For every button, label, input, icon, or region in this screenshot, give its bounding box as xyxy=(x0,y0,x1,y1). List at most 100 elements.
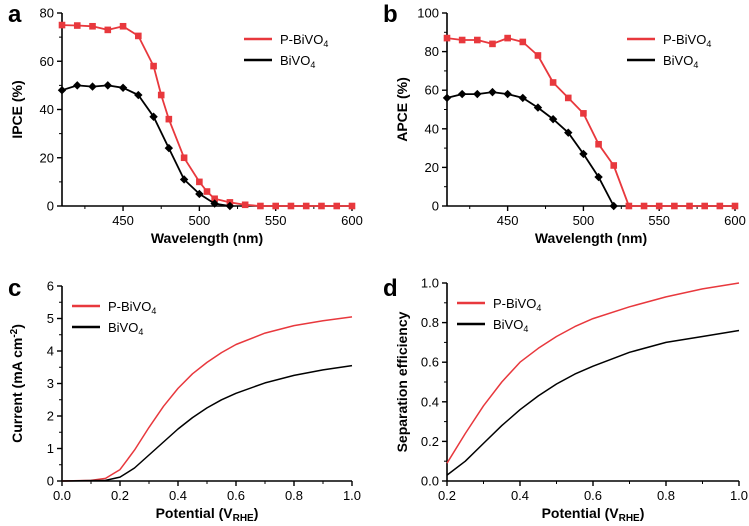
data-point xyxy=(333,202,341,210)
data-point xyxy=(671,202,678,210)
x-tick-label: 0.2 xyxy=(111,488,129,503)
data-point xyxy=(609,201,618,211)
data-point xyxy=(579,149,588,159)
y-tick-label: 4 xyxy=(47,344,54,359)
x-label-main: Wavelength (nm) xyxy=(151,230,263,246)
data-point xyxy=(150,62,157,70)
x-label-main: Potential (V xyxy=(542,505,620,521)
legend-entry: BiVO4 xyxy=(244,53,315,70)
data-point xyxy=(210,199,219,208)
data-point xyxy=(225,201,235,211)
x-tick-label: 0.8 xyxy=(285,488,303,503)
x-tick-label: 550 xyxy=(648,213,670,228)
data-point xyxy=(157,91,165,99)
y-tick-label: 80 xyxy=(425,44,439,59)
legend-sub: 4 xyxy=(706,39,711,49)
y-axis-label: APCE (%) xyxy=(394,77,410,142)
data-point xyxy=(211,195,218,203)
y-label-main: Separation efficiency xyxy=(394,311,410,452)
x-label-sub: RHE xyxy=(619,513,640,524)
y-tick-label: 60 xyxy=(40,54,54,69)
x-axis-label: Wavelength (nm) xyxy=(151,230,263,246)
legend-entry: BiVO4 xyxy=(627,53,698,70)
series-line-p-bivo4 xyxy=(61,316,353,482)
data-point xyxy=(610,162,618,169)
x-axis-label: Potential (VRHE) xyxy=(542,505,645,524)
legend-text: BiVO xyxy=(663,53,693,68)
legend-entry: BiVO4 xyxy=(457,317,528,334)
data-point xyxy=(118,83,128,92)
data-point xyxy=(58,21,66,29)
y-axis-label: Current (mA cm-2) xyxy=(9,324,25,443)
y-tick-label: 100 xyxy=(417,6,439,21)
data-point xyxy=(302,202,310,210)
x-axis-label: Wavelength (nm) xyxy=(535,230,647,246)
x-tick-label: 1.0 xyxy=(343,488,361,503)
legend-label: BiVO4 xyxy=(108,320,143,337)
series-line-bivo4 xyxy=(61,364,353,482)
data-point xyxy=(119,22,127,30)
legend-entry: P-BiVO4 xyxy=(627,32,711,49)
panel-letter: b xyxy=(383,1,398,28)
data-point xyxy=(348,202,356,210)
y-label-main: Current (mA cm xyxy=(9,338,25,443)
panel-letter: d xyxy=(383,275,398,302)
data-point xyxy=(104,26,112,34)
data-point xyxy=(73,22,81,29)
x-tick-label: 450 xyxy=(497,213,519,228)
data-point xyxy=(518,93,527,103)
data-point xyxy=(519,38,527,46)
panel-letter: a xyxy=(8,1,22,28)
x-label-main: Wavelength (nm) xyxy=(535,230,647,246)
data-point xyxy=(458,36,466,44)
legend-entry: P-BiVO4 xyxy=(244,32,328,49)
data-point xyxy=(134,90,143,100)
data-point xyxy=(564,128,573,137)
y-axis-label: IPCE (%) xyxy=(9,80,25,138)
y-tick-label: 40 xyxy=(425,121,439,136)
y-tick-label: 1.0 xyxy=(421,276,439,291)
legend-label: P-BiVO4 xyxy=(663,32,711,49)
y-tick-label: 0.6 xyxy=(421,355,439,370)
x-label-sub: RHE xyxy=(233,513,254,524)
series-line-p-bivo4 xyxy=(61,24,352,207)
legend-label: BiVO4 xyxy=(663,53,698,70)
data-point xyxy=(504,34,511,42)
legend-text: P-BiVO xyxy=(663,32,706,47)
legend-label: BiVO4 xyxy=(280,53,315,70)
panel-a: a 0 20 40 60 80 450 500 550 600 Wavelength (nm) IPC… xyxy=(8,1,363,246)
data-point xyxy=(89,22,96,30)
y-tick-label: 0 xyxy=(432,199,439,214)
panel-letter: c xyxy=(8,275,21,302)
legend-text: P-BiVO xyxy=(280,32,323,47)
x-label-main: Potential (V xyxy=(156,505,234,521)
y-label-end: ) xyxy=(9,324,25,329)
data-point xyxy=(488,87,497,97)
data-point xyxy=(686,202,693,210)
data-point xyxy=(503,89,512,99)
data-point xyxy=(442,93,452,103)
data-point xyxy=(655,202,663,210)
data-point xyxy=(196,178,203,186)
x-tick-label: 0.0 xyxy=(53,488,71,503)
x-tick-label: 0.4 xyxy=(511,488,529,503)
panel-c: c 0 1 2 3 4 5 6 0.0 0.2 0.4 0.6 0.8 1.0 Potential (VRH… xyxy=(8,275,361,524)
legend-entry: P-BiVO4 xyxy=(457,296,541,313)
data-point xyxy=(149,112,158,121)
legend-sub: 4 xyxy=(151,306,156,316)
legend-label: P-BiVO4 xyxy=(493,296,541,313)
x-tick-label: 600 xyxy=(724,213,746,228)
data-point xyxy=(457,89,467,99)
x-tick-label: 0.6 xyxy=(584,488,602,503)
legend-text: BiVO xyxy=(493,317,523,332)
x-tick-label: 0.8 xyxy=(657,488,675,503)
legend-text: BiVO xyxy=(108,320,138,335)
data-point xyxy=(716,202,724,210)
legend-sub: 4 xyxy=(693,60,698,70)
data-point xyxy=(640,202,648,210)
x-tick-label: 0.2 xyxy=(438,488,456,503)
y-tick-label: 1 xyxy=(47,441,54,456)
y-tick-label: 3 xyxy=(47,376,54,391)
y-tick-label: 80 xyxy=(40,6,54,21)
